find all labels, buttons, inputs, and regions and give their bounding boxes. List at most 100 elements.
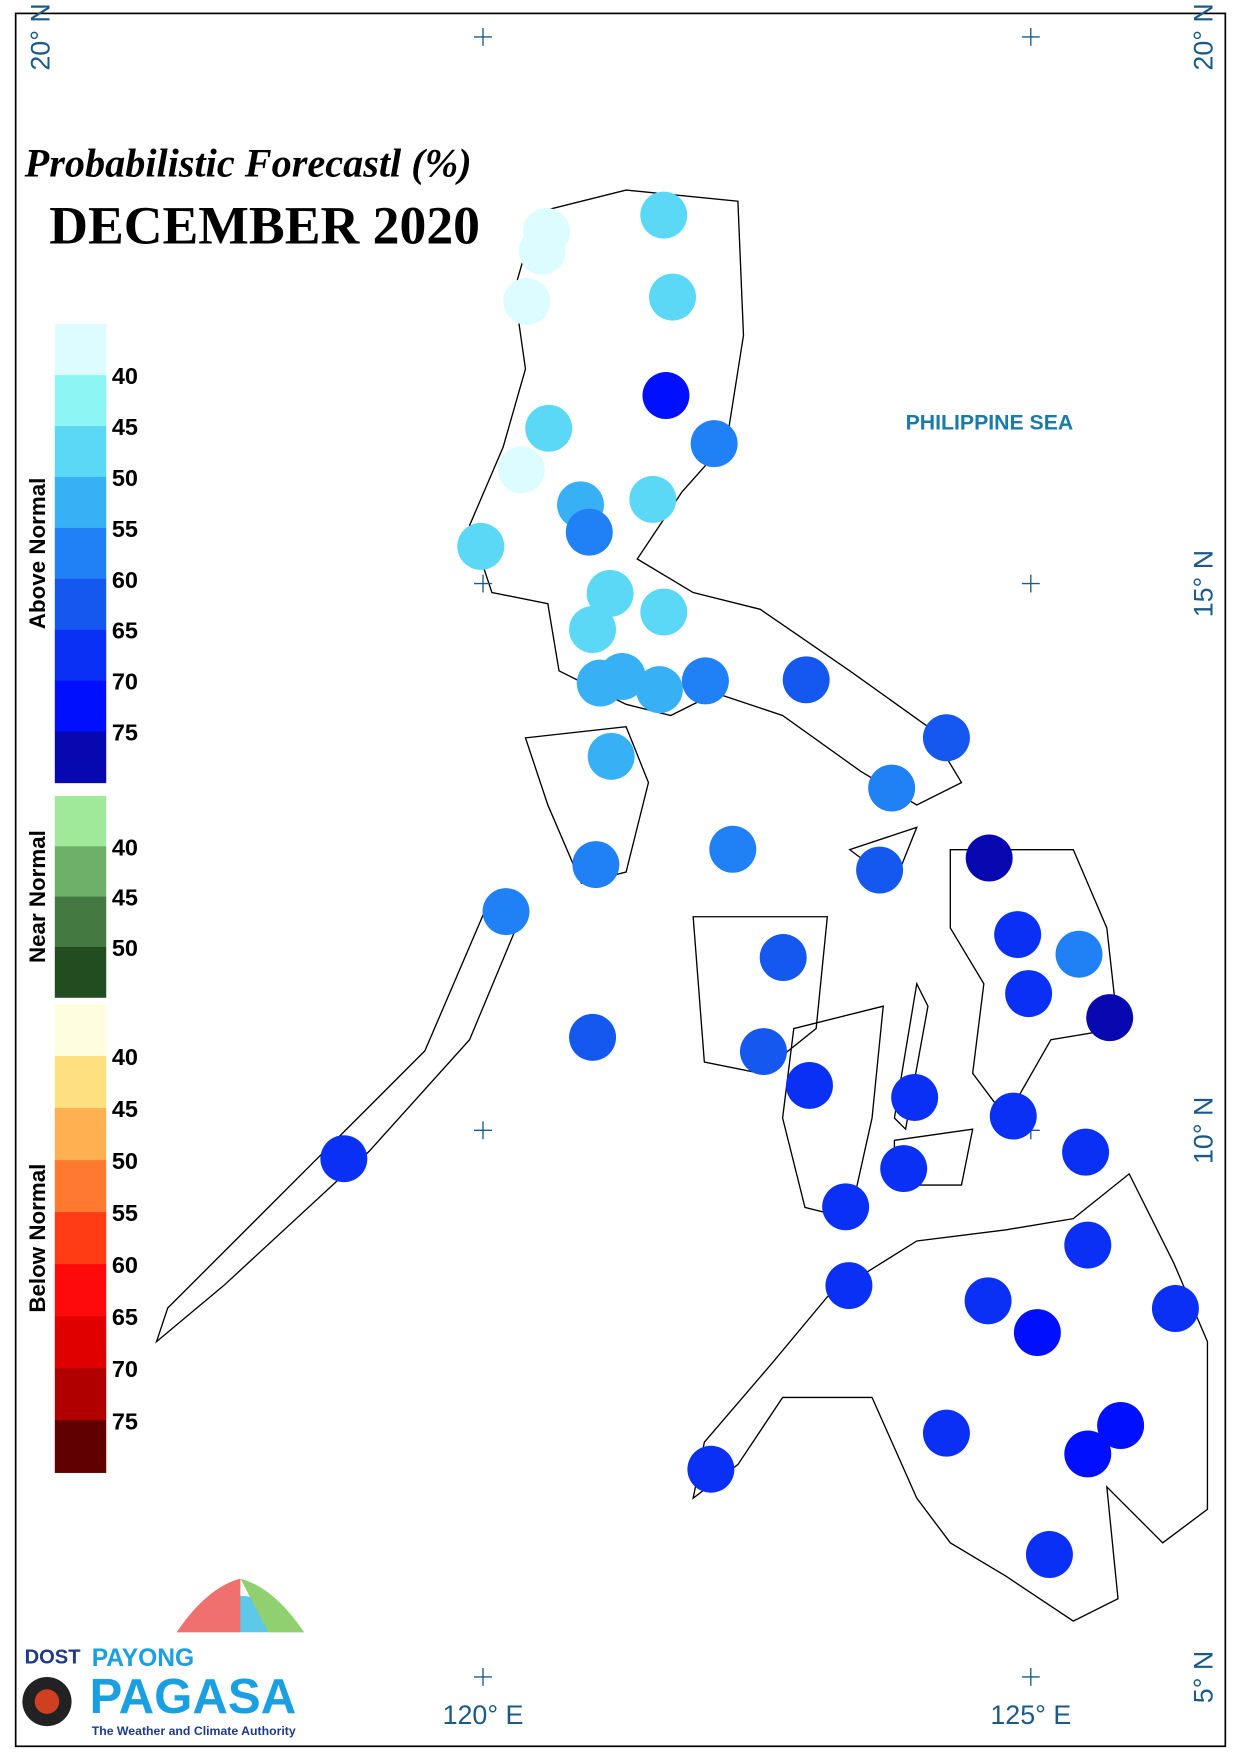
station-marker bbox=[759, 934, 807, 982]
legend-swatch bbox=[54, 578, 107, 631]
legend-swatch bbox=[54, 1212, 107, 1265]
legend-swatch bbox=[54, 324, 107, 376]
station-marker bbox=[569, 606, 617, 653]
graticule-cross bbox=[474, 574, 492, 593]
station-marker bbox=[503, 278, 551, 325]
legend-swatch bbox=[54, 1316, 107, 1369]
station-marker bbox=[518, 227, 566, 275]
station-marker bbox=[320, 1135, 368, 1183]
station-marker bbox=[822, 1183, 870, 1231]
lat-label: 20° N bbox=[1188, 3, 1218, 70]
legend-label: 50 bbox=[112, 465, 138, 491]
legend-label: 45 bbox=[112, 414, 138, 440]
lat-label: 15° N bbox=[1188, 550, 1218, 617]
station-marker bbox=[1064, 1430, 1112, 1478]
legend-label: 55 bbox=[112, 1200, 138, 1226]
station-marker bbox=[586, 569, 634, 617]
station-marker bbox=[1086, 994, 1134, 1042]
legend-label: 60 bbox=[112, 1252, 138, 1278]
brand-top: PAYONG bbox=[92, 1645, 194, 1672]
station-marker bbox=[629, 475, 677, 523]
title: Probabilistic Forecastl (%) bbox=[24, 141, 472, 186]
station-marker bbox=[825, 1262, 873, 1310]
legend-label: 40 bbox=[112, 363, 138, 389]
tagline: The Weather and Climate Authority bbox=[92, 1724, 296, 1738]
legend-swatch bbox=[54, 1003, 107, 1057]
station-marker bbox=[635, 666, 683, 714]
station-marker bbox=[649, 273, 697, 321]
graticule-cross bbox=[1021, 574, 1040, 593]
legend-label: 40 bbox=[112, 834, 138, 860]
station-marker bbox=[1013, 1309, 1061, 1357]
legend-swatch bbox=[54, 629, 107, 682]
station-marker bbox=[989, 1092, 1037, 1140]
station-marker bbox=[1097, 1402, 1145, 1449]
graticule-cross bbox=[474, 27, 492, 46]
legend-swatch bbox=[54, 1420, 107, 1473]
legend-group-title: Above Normal bbox=[25, 478, 50, 629]
station-marker bbox=[965, 834, 1013, 882]
legend-swatch bbox=[54, 1108, 107, 1161]
subtitle: DECEMBER 2020 bbox=[49, 196, 480, 256]
station-marker bbox=[786, 1061, 833, 1109]
station-marker bbox=[922, 1409, 970, 1457]
station-marker bbox=[1025, 1531, 1073, 1578]
station-marker bbox=[891, 1074, 939, 1121]
lon-label: 120° E bbox=[443, 1700, 524, 1730]
legend-swatch bbox=[54, 527, 107, 580]
station-marker bbox=[782, 656, 830, 704]
agency: DOST bbox=[25, 1647, 82, 1669]
station-marker bbox=[690, 420, 738, 468]
station-marker bbox=[642, 372, 690, 420]
station-marker bbox=[640, 588, 688, 636]
legend-swatch bbox=[54, 1055, 107, 1109]
station-marker bbox=[687, 1445, 735, 1493]
station-marker bbox=[640, 191, 688, 239]
station-marker bbox=[1064, 1221, 1112, 1269]
station-marker bbox=[1005, 970, 1053, 1018]
seal bbox=[34, 1689, 60, 1714]
legend-swatch bbox=[54, 946, 107, 998]
lat-label: 10° N bbox=[1188, 1097, 1218, 1164]
station-marker bbox=[739, 1028, 787, 1076]
legend-label: 50 bbox=[112, 1148, 138, 1174]
station-marker bbox=[569, 1013, 617, 1061]
legend-label: 60 bbox=[112, 567, 138, 593]
station-marker bbox=[497, 446, 545, 494]
station-marker bbox=[880, 1145, 928, 1193]
legend-swatch bbox=[54, 1160, 107, 1213]
legend-label: 75 bbox=[112, 720, 138, 746]
legend-label: 45 bbox=[112, 885, 138, 911]
station-marker bbox=[565, 508, 613, 556]
legend-label: 70 bbox=[112, 669, 138, 695]
sea-label: PHILIPPINE SEA bbox=[906, 410, 1074, 434]
station-marker bbox=[482, 888, 530, 936]
legend-label: 40 bbox=[112, 1044, 138, 1070]
legend-swatch bbox=[54, 731, 107, 784]
legend-swatch bbox=[54, 1368, 107, 1421]
legend-swatch bbox=[54, 796, 107, 847]
umbrella bbox=[176, 1578, 241, 1633]
station-marker bbox=[681, 657, 729, 705]
legend-swatch bbox=[54, 375, 107, 427]
graticule-cross bbox=[474, 1668, 492, 1686]
legend-label: 70 bbox=[112, 1356, 138, 1382]
station-marker bbox=[964, 1277, 1012, 1325]
legend-group-title: Below Normal bbox=[25, 1164, 50, 1313]
brand: PAGASA bbox=[89, 1669, 296, 1724]
lat-label: 5° N bbox=[1188, 1651, 1218, 1703]
graticule-cross bbox=[474, 1121, 492, 1140]
legend-label: 75 bbox=[112, 1408, 138, 1434]
legend-label: 45 bbox=[112, 1096, 138, 1122]
map-frame bbox=[14, 12, 1227, 1748]
legend-label: 65 bbox=[112, 618, 138, 644]
station-marker bbox=[922, 714, 970, 762]
legend-swatch bbox=[54, 426, 107, 478]
legend-swatch bbox=[54, 896, 107, 948]
lat-label: 20° N bbox=[26, 3, 56, 70]
logo: DOST PAYONG PAGASA The Weather and Clima… bbox=[22, 1578, 305, 1738]
graticule-cross bbox=[1021, 27, 1040, 46]
legend-swatch bbox=[54, 1264, 107, 1317]
station-marker bbox=[598, 653, 646, 701]
